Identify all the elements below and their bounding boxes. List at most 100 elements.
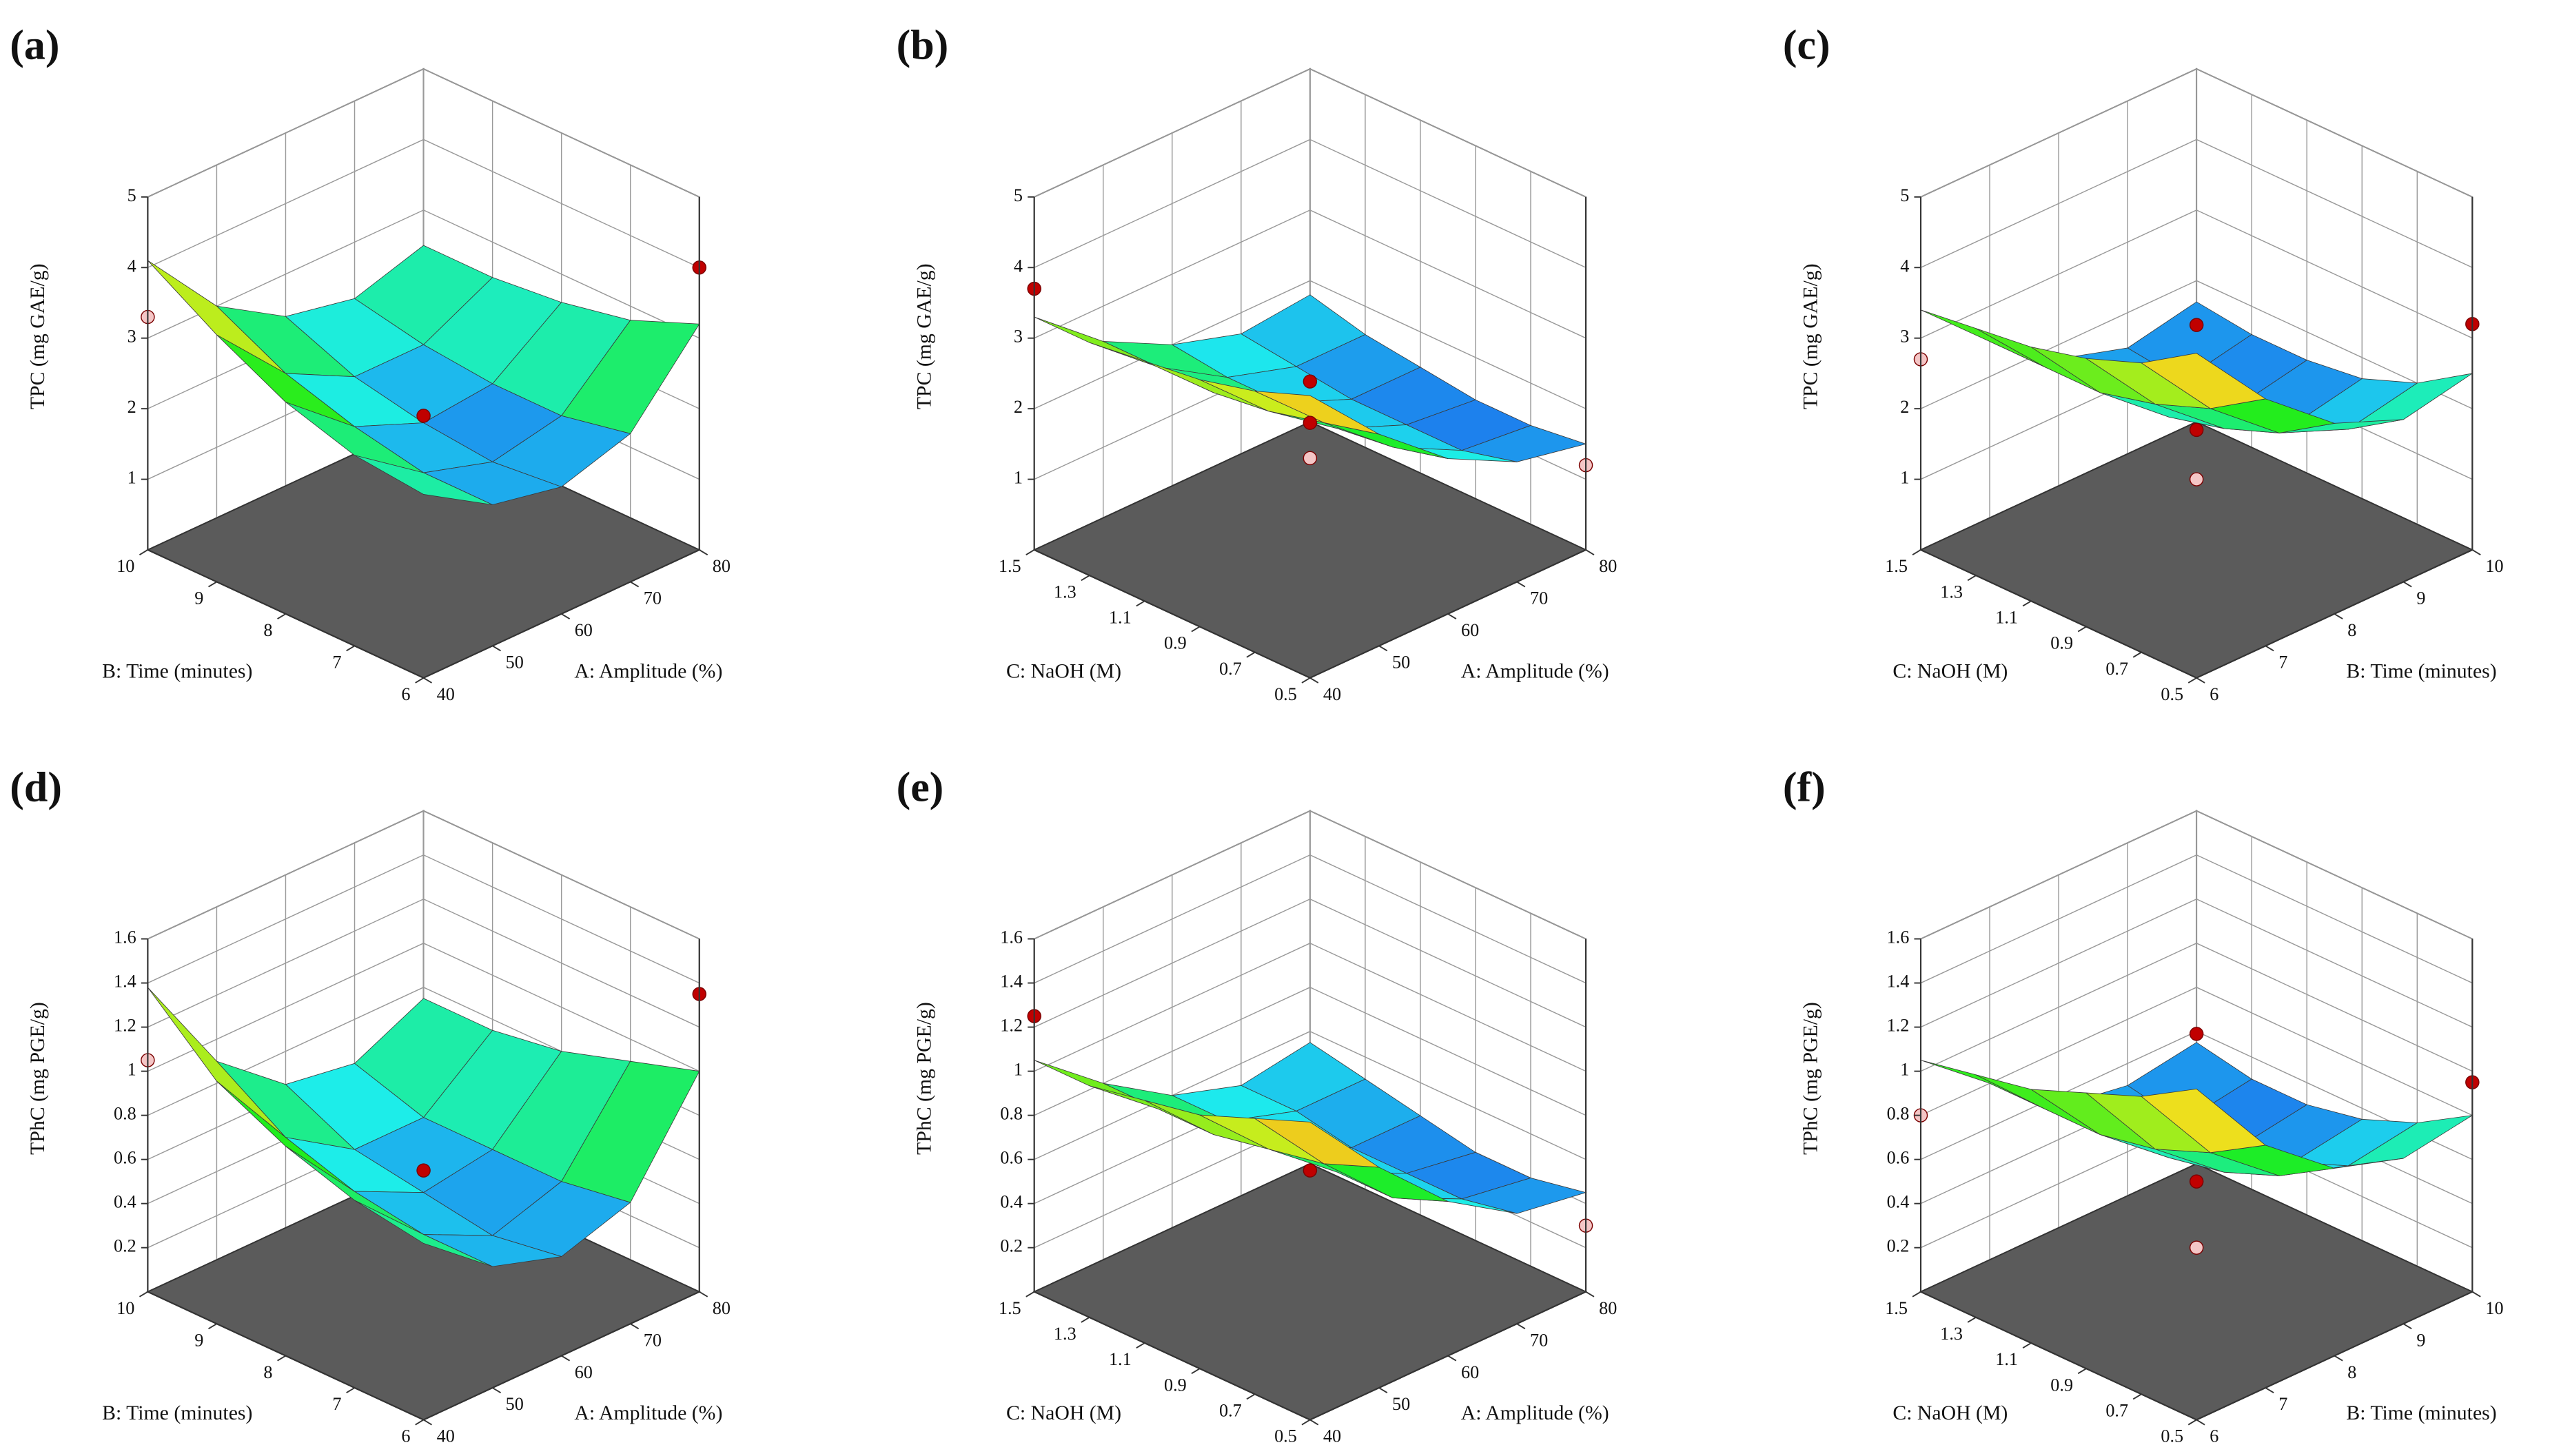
grid-line [1034, 898, 1586, 1028]
y-tick [1246, 651, 1256, 658]
z-tick-label: 0.6 [1887, 1148, 1910, 1168]
x-tick [2334, 613, 2343, 619]
y-tick [1136, 1342, 1145, 1349]
z-tick-label: 0.2 [1887, 1236, 1910, 1256]
y-tick-label: 0.5 [1274, 684, 1297, 704]
y-tick [2022, 1342, 2032, 1349]
axis-line [423, 1291, 700, 1421]
x-tick-label: 50 [1392, 1394, 1410, 1414]
x-tick-label: 70 [1530, 1330, 1548, 1350]
z-tick-label: 1 [127, 468, 136, 488]
grid-line [147, 854, 700, 984]
surface-cell [2141, 353, 2267, 409]
axis-line [1920, 1291, 2197, 1421]
surface-cell [354, 1200, 493, 1267]
x-axis-label: B: Time (minutes) [2346, 1402, 2496, 1424]
design-point [416, 409, 431, 423]
y-axis-label: B: Time (minutes) [102, 1402, 252, 1424]
z-axis-label: TPC (mg GAE/g) [912, 263, 935, 409]
z-tick-label: 4 [127, 256, 136, 276]
y-tick-label: 7 [332, 653, 341, 673]
x-tick-label: 80 [1599, 1298, 1617, 1318]
x-tick [423, 1419, 432, 1426]
design-point [2189, 472, 2204, 486]
x-tick [699, 1291, 708, 1298]
x-tick-label: 60 [575, 1362, 593, 1382]
y-tick-label: 1.3 [1054, 1324, 1077, 1344]
x-tick-label: 7 [2278, 1394, 2287, 1414]
y-tick [1191, 1368, 1201, 1375]
x-tick-label: 50 [506, 1394, 524, 1414]
y-tick [1912, 549, 1921, 555]
design-point [1303, 374, 1318, 389]
z-tick-label: 2 [127, 397, 136, 417]
z-tick-label: 1.4 [1887, 972, 1910, 992]
x-axis-label: B: Time (minutes) [2346, 659, 2496, 682]
y-tick [2187, 1419, 2197, 1426]
z-tick-label: 2 [1014, 397, 1023, 417]
x-tick-label: 9 [2416, 588, 2425, 608]
y-tick-label: 0.5 [2161, 1426, 2183, 1446]
x-tick [630, 1323, 640, 1330]
z-tick-label: 3 [1900, 327, 1909, 347]
z-tick-label: 1 [1900, 1060, 1909, 1080]
z-tick-label: 0.4 [1887, 1192, 1910, 1212]
x-tick-label: 6 [2210, 684, 2218, 704]
y-tick-label: 1.1 [1995, 608, 2018, 628]
z-tick-label: 4 [1014, 256, 1023, 276]
grid-line [147, 68, 700, 198]
y-tick [1246, 1393, 1256, 1400]
z-axis-label: TPC (mg GAE/g) [1799, 263, 1822, 409]
z-tick-label: 1.2 [114, 1016, 136, 1036]
z-axis-label: TPC (mg GAE/g) [26, 263, 49, 409]
x-tick-label: 6 [2210, 1426, 2218, 1446]
design-point [2189, 1027, 2204, 1041]
y-tick-label: 8 [263, 620, 272, 640]
y-tick [2132, 651, 2142, 658]
z-axis-label: TPhC (mg PGE/g) [26, 1002, 49, 1155]
x-tick [2196, 677, 2205, 684]
panel-label: (a) [10, 22, 59, 69]
grid-line [1034, 854, 1586, 984]
z-tick-label: 0.8 [1887, 1104, 1910, 1124]
panel: 40 50 60 70 80 0.5 0.7 0.9 1.1 1.3 1.5 1 2 3 4 5 A: Ampl… [897, 22, 1618, 704]
x-tick-label: 70 [644, 1330, 662, 1350]
y-tick [1301, 1419, 1311, 1426]
x-tick-label: 7 [2278, 653, 2287, 673]
y-tick-label: 1.1 [1995, 1349, 2018, 1369]
x-tick-label: 70 [1530, 588, 1548, 608]
z-tick-label: 0.6 [1000, 1148, 1023, 1168]
x-tick [2265, 645, 2274, 652]
y-tick-label: 9 [194, 1330, 203, 1350]
surface-cell [2141, 1088, 2267, 1153]
x-tick [1516, 1323, 1526, 1330]
grid-line [1920, 810, 2473, 940]
z-tick-label: 0.8 [1000, 1104, 1023, 1124]
x-tick-label: 8 [2347, 1362, 2356, 1382]
x-tick [1309, 677, 1319, 684]
x-tick [492, 645, 502, 652]
y-tick [1191, 626, 1201, 633]
y-tick [208, 581, 217, 588]
y-tick-label: 10 [116, 556, 134, 576]
axis-line [2196, 1291, 2473, 1421]
panel: 6 7 8 9 10 0.5 0.7 0.9 1.1 1.3 1.5 1 2 3 4 5 B: Time (mi… [1783, 22, 2504, 704]
x-tick-label: 40 [1323, 1426, 1341, 1446]
x-tick-label: 50 [506, 653, 524, 673]
x-tick-label: 10 [2485, 556, 2503, 576]
y-axis-label: C: NaOH (M) [1006, 659, 1121, 682]
z-tick-label: 0.2 [1000, 1236, 1023, 1256]
z-tick-label: 1.4 [1000, 972, 1023, 992]
x-tick [561, 1355, 571, 1362]
z-tick-label: 1 [1014, 468, 1023, 488]
z-tick-label: 5 [127, 185, 136, 205]
panel: 40 50 60 70 80 0.5 0.7 0.9 1.1 1.3 1.5 0.2 0.4 0.6 0.8… [897, 763, 1618, 1446]
y-tick-label: 0.9 [2050, 633, 2073, 653]
grid-line [1920, 68, 2473, 198]
y-axis-label: C: NaOH (M) [1006, 1402, 1121, 1424]
grid-line [147, 139, 700, 268]
y-tick [2077, 626, 2087, 633]
z-tick-label: 0.8 [114, 1104, 136, 1124]
x-tick [1447, 613, 1457, 619]
grid-line [1920, 280, 2473, 409]
